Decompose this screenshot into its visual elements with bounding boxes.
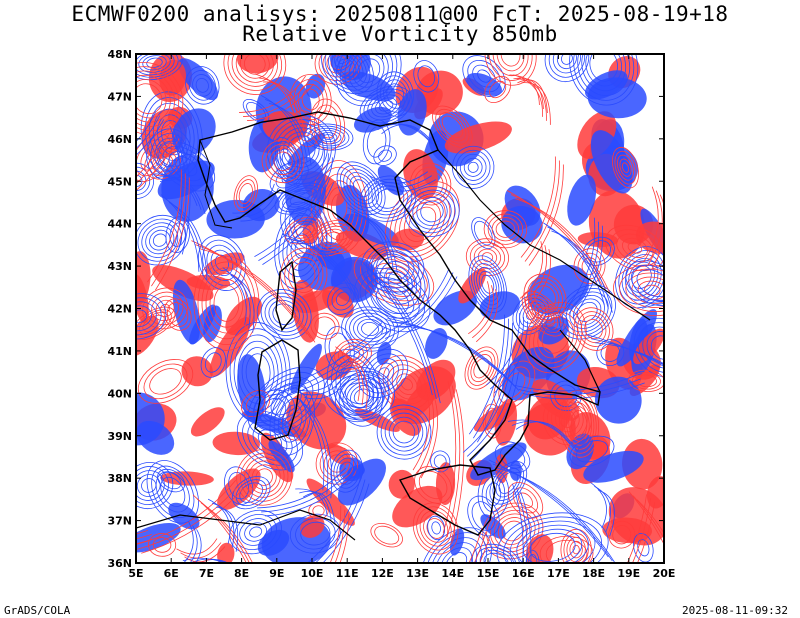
lat-tick-label: 41N [107, 345, 132, 358]
coastline [136, 111, 651, 541]
lat-tick-label: 42N [107, 303, 132, 316]
lon-tick-label: 6E [164, 567, 179, 580]
lon-tick-label: 18E [582, 567, 605, 580]
lat-tick-label: 47N [107, 90, 132, 103]
lat-tick-label: 45N [107, 175, 132, 188]
lat-tick-label: 36N [107, 557, 132, 570]
lon-tick-label: 7E [199, 567, 214, 580]
footer-timestamp: 2025-08-11-09:32 [682, 604, 788, 617]
lon-tick-label: 20E [653, 567, 676, 580]
lon-tick-label: 9E [269, 567, 284, 580]
lon-tick-label: 16E [512, 567, 535, 580]
lon-tick-label: 12E [371, 567, 394, 580]
map-title: ECMWF0200 analisys: 20250811@00 FcT: 202… [71, 2, 729, 26]
lat-tick-label: 37N [107, 515, 132, 528]
lon-tick-label: 8E [234, 567, 249, 580]
lat-tick-label: 38N [107, 472, 132, 485]
axis-ticks: 5E 6E 7E 8E 9E 10E 11E 12E 13E 14E 15E 16E 17E 18E 19E… [107, 48, 675, 580]
lat-tick-label: 48N [107, 48, 132, 61]
lon-tick-label: 10E [301, 567, 324, 580]
lat-tick-label: 43N [107, 260, 132, 273]
lat-tick-label: 39N [107, 430, 132, 443]
lat-tick-label: 46N [107, 133, 132, 146]
contour-field [136, 54, 664, 563]
lat-tick-label: 44N [107, 218, 132, 231]
lon-tick-label: 19E [617, 567, 640, 580]
map-subtitle: Relative Vorticity 850mb [242, 22, 558, 46]
lon-tick-label: 13E [406, 567, 429, 580]
lat-tick-label: 40N [107, 387, 132, 400]
footer-credit: GrADS/COLA [4, 604, 71, 617]
lon-tick-label: 14E [441, 567, 464, 580]
lon-tick-label: 11E [336, 567, 359, 580]
lon-tick-label: 15E [477, 567, 500, 580]
lon-tick-label: 5E [128, 567, 143, 580]
lon-tick-label: 17E [547, 567, 570, 580]
